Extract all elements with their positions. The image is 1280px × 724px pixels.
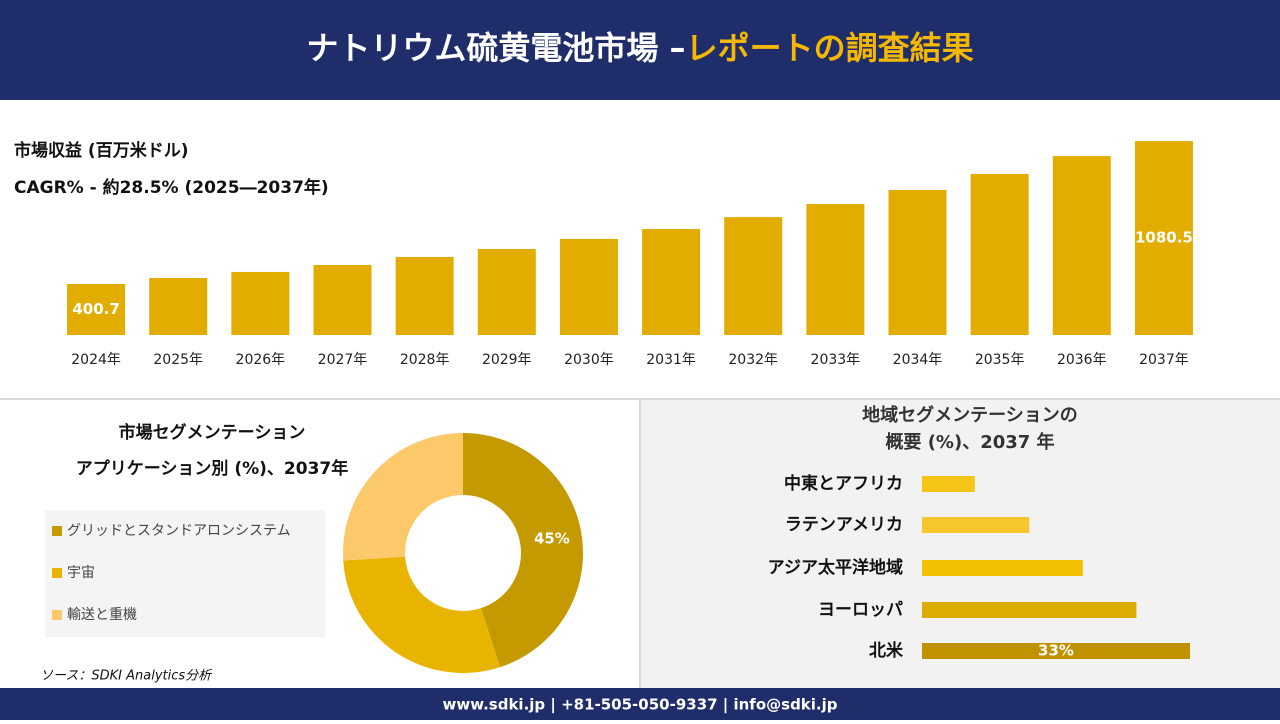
x-tick-label: 2034年: [893, 352, 943, 368]
region-panel: [641, 400, 1280, 688]
bar: [888, 189, 947, 335]
y-tick-label: ヨーロッパ: [818, 600, 903, 620]
footer-contact: www.sdki.jp | +81-505-050-9337 | info@sd…: [442, 696, 837, 715]
x-tick-label: 2030年: [564, 352, 614, 368]
legend-label: 輸送と重機: [67, 607, 137, 623]
x-tick-label: 2025年: [153, 352, 203, 368]
bar: [1052, 156, 1111, 335]
value-label: 1080.5: [1135, 229, 1193, 247]
value-label: 45%: [534, 529, 570, 547]
legend-label: 宇宙: [67, 565, 95, 581]
chart-subtitle: アプリケーション別 (%)、2037年: [76, 458, 348, 479]
header-bar: [0, 0, 1280, 100]
bar: [724, 217, 783, 335]
legend-swatch: [52, 568, 62, 578]
legend-label: グリッドとスタンドアロンシステム: [67, 523, 291, 539]
bar: [642, 229, 701, 335]
footer-bar: [0, 688, 1280, 720]
chart-title: 市場セグメンテーション: [119, 422, 306, 443]
bar: [806, 204, 865, 335]
divider: [0, 398, 1280, 400]
title-main: ナトリウム硫黄電池市場 –: [306, 29, 685, 67]
legend-swatch: [52, 610, 62, 620]
y-tick-label: 北米: [869, 640, 904, 661]
bar: [922, 643, 1190, 659]
legend-swatch: [52, 526, 62, 536]
bar: [922, 602, 1137, 618]
y-tick-label: ラテンアメリカ: [785, 515, 903, 535]
bar: [395, 257, 454, 335]
x-tick-label: 2032年: [728, 352, 778, 368]
x-tick-label: 2024年: [71, 352, 121, 368]
donut-segment: [343, 556, 501, 673]
chart-subtitle: 概要 (%)、2037 年: [885, 431, 1054, 453]
x-tick-label: 2037年: [1139, 352, 1189, 368]
bar: [922, 517, 1030, 533]
source-note: ソース：SDKI Analytics分析: [40, 669, 213, 684]
bar: [477, 249, 536, 335]
bar: [67, 283, 126, 335]
donut-segment: [342, 433, 463, 561]
bar: [559, 238, 618, 335]
chart-title: 市場収益 (百万米ドル): [14, 140, 188, 161]
bar: [922, 560, 1083, 576]
donut-segment: [463, 433, 584, 668]
value-label: 33%: [1038, 642, 1074, 660]
x-tick-label: 2028年: [400, 352, 450, 368]
value-label: 400.7: [72, 300, 119, 318]
x-tick-label: 2026年: [236, 352, 286, 368]
chart-title: 地域セグメンテーションの: [862, 404, 1078, 426]
bar: [231, 271, 290, 335]
title-accent: レポートの調査結果: [686, 29, 974, 67]
chart-subtitle: CAGR% - 約28.5% (2025―2037年): [14, 177, 329, 198]
bar: [313, 265, 372, 335]
y-tick-label: 中東とアフリカ: [784, 473, 903, 494]
x-tick-label: 2027年: [318, 352, 368, 368]
x-tick-label: 2036年: [1057, 352, 1107, 368]
bar: [149, 278, 208, 335]
header-title: ナトリウム硫黄電池市場 –レポートの調査結果: [306, 29, 973, 67]
bar: [922, 476, 975, 492]
divider: [639, 400, 641, 688]
bar: [1134, 141, 1193, 335]
bar: [970, 173, 1029, 335]
x-tick-label: 2033年: [811, 352, 861, 368]
x-tick-label: 2029年: [482, 352, 532, 368]
x-tick-label: 2031年: [646, 352, 696, 368]
y-tick-label: アジア太平洋地域: [768, 557, 903, 578]
x-tick-label: 2035年: [975, 352, 1025, 368]
legend-box: [45, 510, 325, 637]
